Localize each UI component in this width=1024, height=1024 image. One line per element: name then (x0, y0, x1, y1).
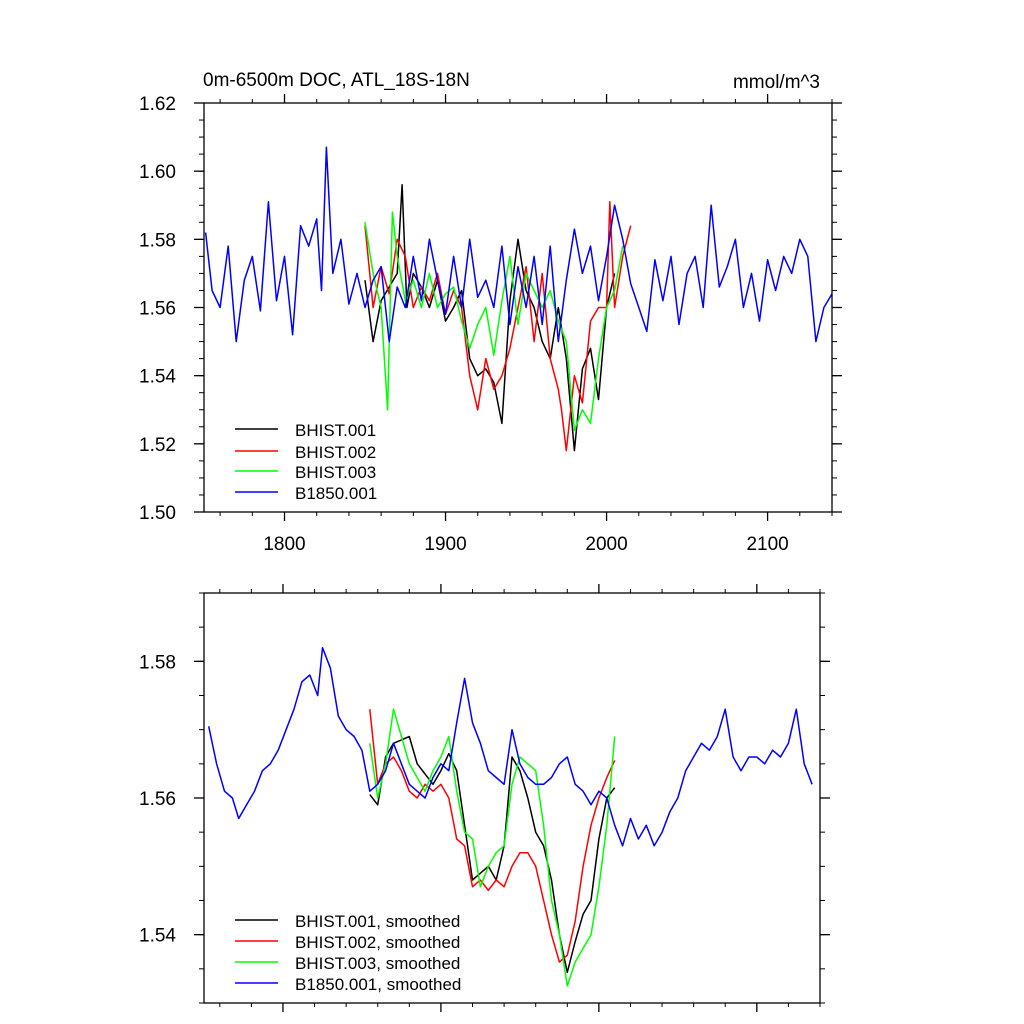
series-line-3 (369, 708, 616, 987)
bottom-panel-legend: BHIST.001, smoothed BHIST.002, smoothed … (235, 912, 461, 994)
top-panel-legend: BHIST.001 BHIST.002 BHIST.003 B1850.001 (235, 421, 377, 503)
y-tick-label: 1.62 (139, 94, 176, 115)
bottom-panel-axes: 1.54 1.56 1.58 (139, 584, 830, 1012)
x-tick-label: 2100 (746, 534, 788, 555)
x-tick-label: 1900 (424, 534, 466, 555)
chart-title: 0m-6500m DOC, ATL_18S-18N (203, 70, 470, 91)
bottom-panel: 1.54 1.56 1.58 BHIST.001, smoothed BHIST.0… (139, 584, 830, 1012)
legend-label: BHIST.001, smoothed (295, 912, 460, 931)
bottom-panel-series (207, 646, 813, 987)
y-tick-label: 1.56 (139, 789, 176, 810)
series-line-1 (364, 184, 616, 452)
legend-label: BHIST.002, smoothed (295, 933, 460, 952)
legend-label: BHIST.003 (295, 463, 376, 482)
series-line-2 (369, 709, 616, 963)
legend-label: B1850.001, smoothed (295, 975, 461, 994)
top-panel-series (204, 146, 833, 452)
y-tick-label: 1.58 (139, 230, 176, 251)
series-line-2 (364, 201, 632, 452)
y-tick-label: 1.58 (139, 652, 176, 673)
x-tick-label: 2000 (585, 534, 627, 555)
x-tick-label: 1800 (263, 534, 305, 555)
y-tick-label: 1.54 (139, 926, 176, 947)
legend-label: BHIST.003, smoothed (295, 954, 460, 973)
series-line-4 (207, 646, 813, 847)
series-line-1 (369, 735, 616, 974)
series-line-3 (364, 211, 624, 431)
legend-label: BHIST.001 (295, 421, 376, 440)
y-tick-label: 1.54 (139, 367, 176, 388)
series-line-4 (204, 146, 833, 343)
y-tick-label: 1.50 (139, 503, 176, 524)
y-tick-label: 1.60 (139, 162, 176, 183)
top-panel: 1800 1900 2000 2100 1.50 1.52 1.54 1.56 1.58 1.60… (139, 94, 842, 555)
top-panel-axes: 1800 1900 2000 2100 1.50 1.52 1.54 1.56 1.58 1.60… (139, 94, 842, 555)
y-tick-label: 1.56 (139, 299, 176, 320)
legend-label: BHIST.002 (295, 443, 376, 462)
legend-label: B1850.001 (295, 484, 377, 503)
y-tick-label: 1.52 (139, 435, 176, 456)
chart-units: mmol/m^3 (733, 72, 820, 93)
